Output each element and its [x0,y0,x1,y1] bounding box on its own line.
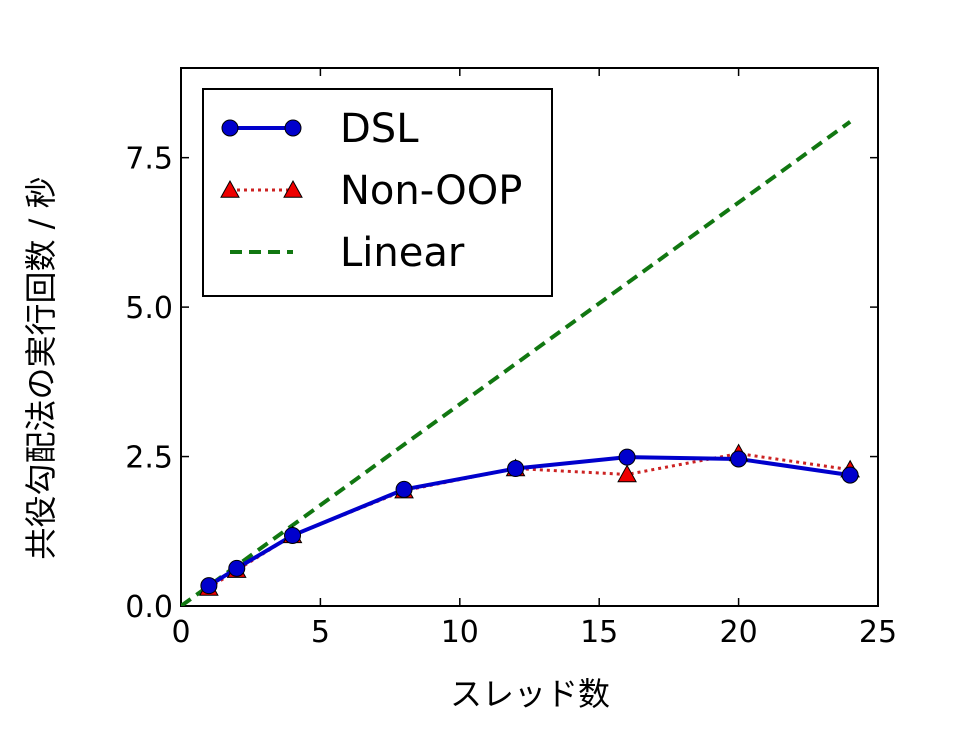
data-point-dsl [730,450,748,468]
data-point-dsl [284,526,302,544]
x-axis: 0 5 10 15 20 25 [171,68,897,650]
data-point-dsl [841,466,859,484]
data-point-dsl [228,559,246,577]
y-tick-label: 7.5 [125,142,173,177]
legend-label-non-oop: Non-OOP [340,168,522,214]
data-point-dsl [507,460,525,478]
series-line-dsl [207,455,851,588]
legend-label-linear: Linear [340,230,465,276]
legend-box [202,88,553,297]
legend-label-dsl: DSL [340,106,419,152]
legend-marker-dsl [284,119,302,137]
x-tick-label: 0 [171,615,190,650]
y-tick-label: 5.0 [125,291,173,326]
series-layer [181,120,852,606]
legend-marker-dsl [221,119,239,137]
legend: DSL Non-OOP Linear [202,88,553,297]
y-tick-label: 2.5 [125,441,173,476]
x-tick-label: 15 [580,615,618,650]
x-axis-label: スレッド数 [450,675,610,713]
y-tick-label: 0.0 [125,590,173,625]
x-tick-label: 5 [311,615,330,650]
data-point-non-oop [617,464,637,483]
y-axis-label: 共役勾配法の実行回数 / 秒 [22,176,60,559]
data-point-dsl [618,448,636,466]
x-tick-label: 25 [859,615,897,650]
data-point-dsl [200,577,218,595]
legend-marker-non-oop [220,179,240,198]
x-tick-label: 10 [441,615,479,650]
series-line-linear [181,120,852,606]
y-axis: 0.0 2.5 5.0 7.5 [125,142,878,625]
marker-layer [199,443,860,596]
legend-marker-non-oop [283,179,303,198]
data-point-dsl [395,480,413,498]
x-tick-label: 20 [720,615,758,650]
